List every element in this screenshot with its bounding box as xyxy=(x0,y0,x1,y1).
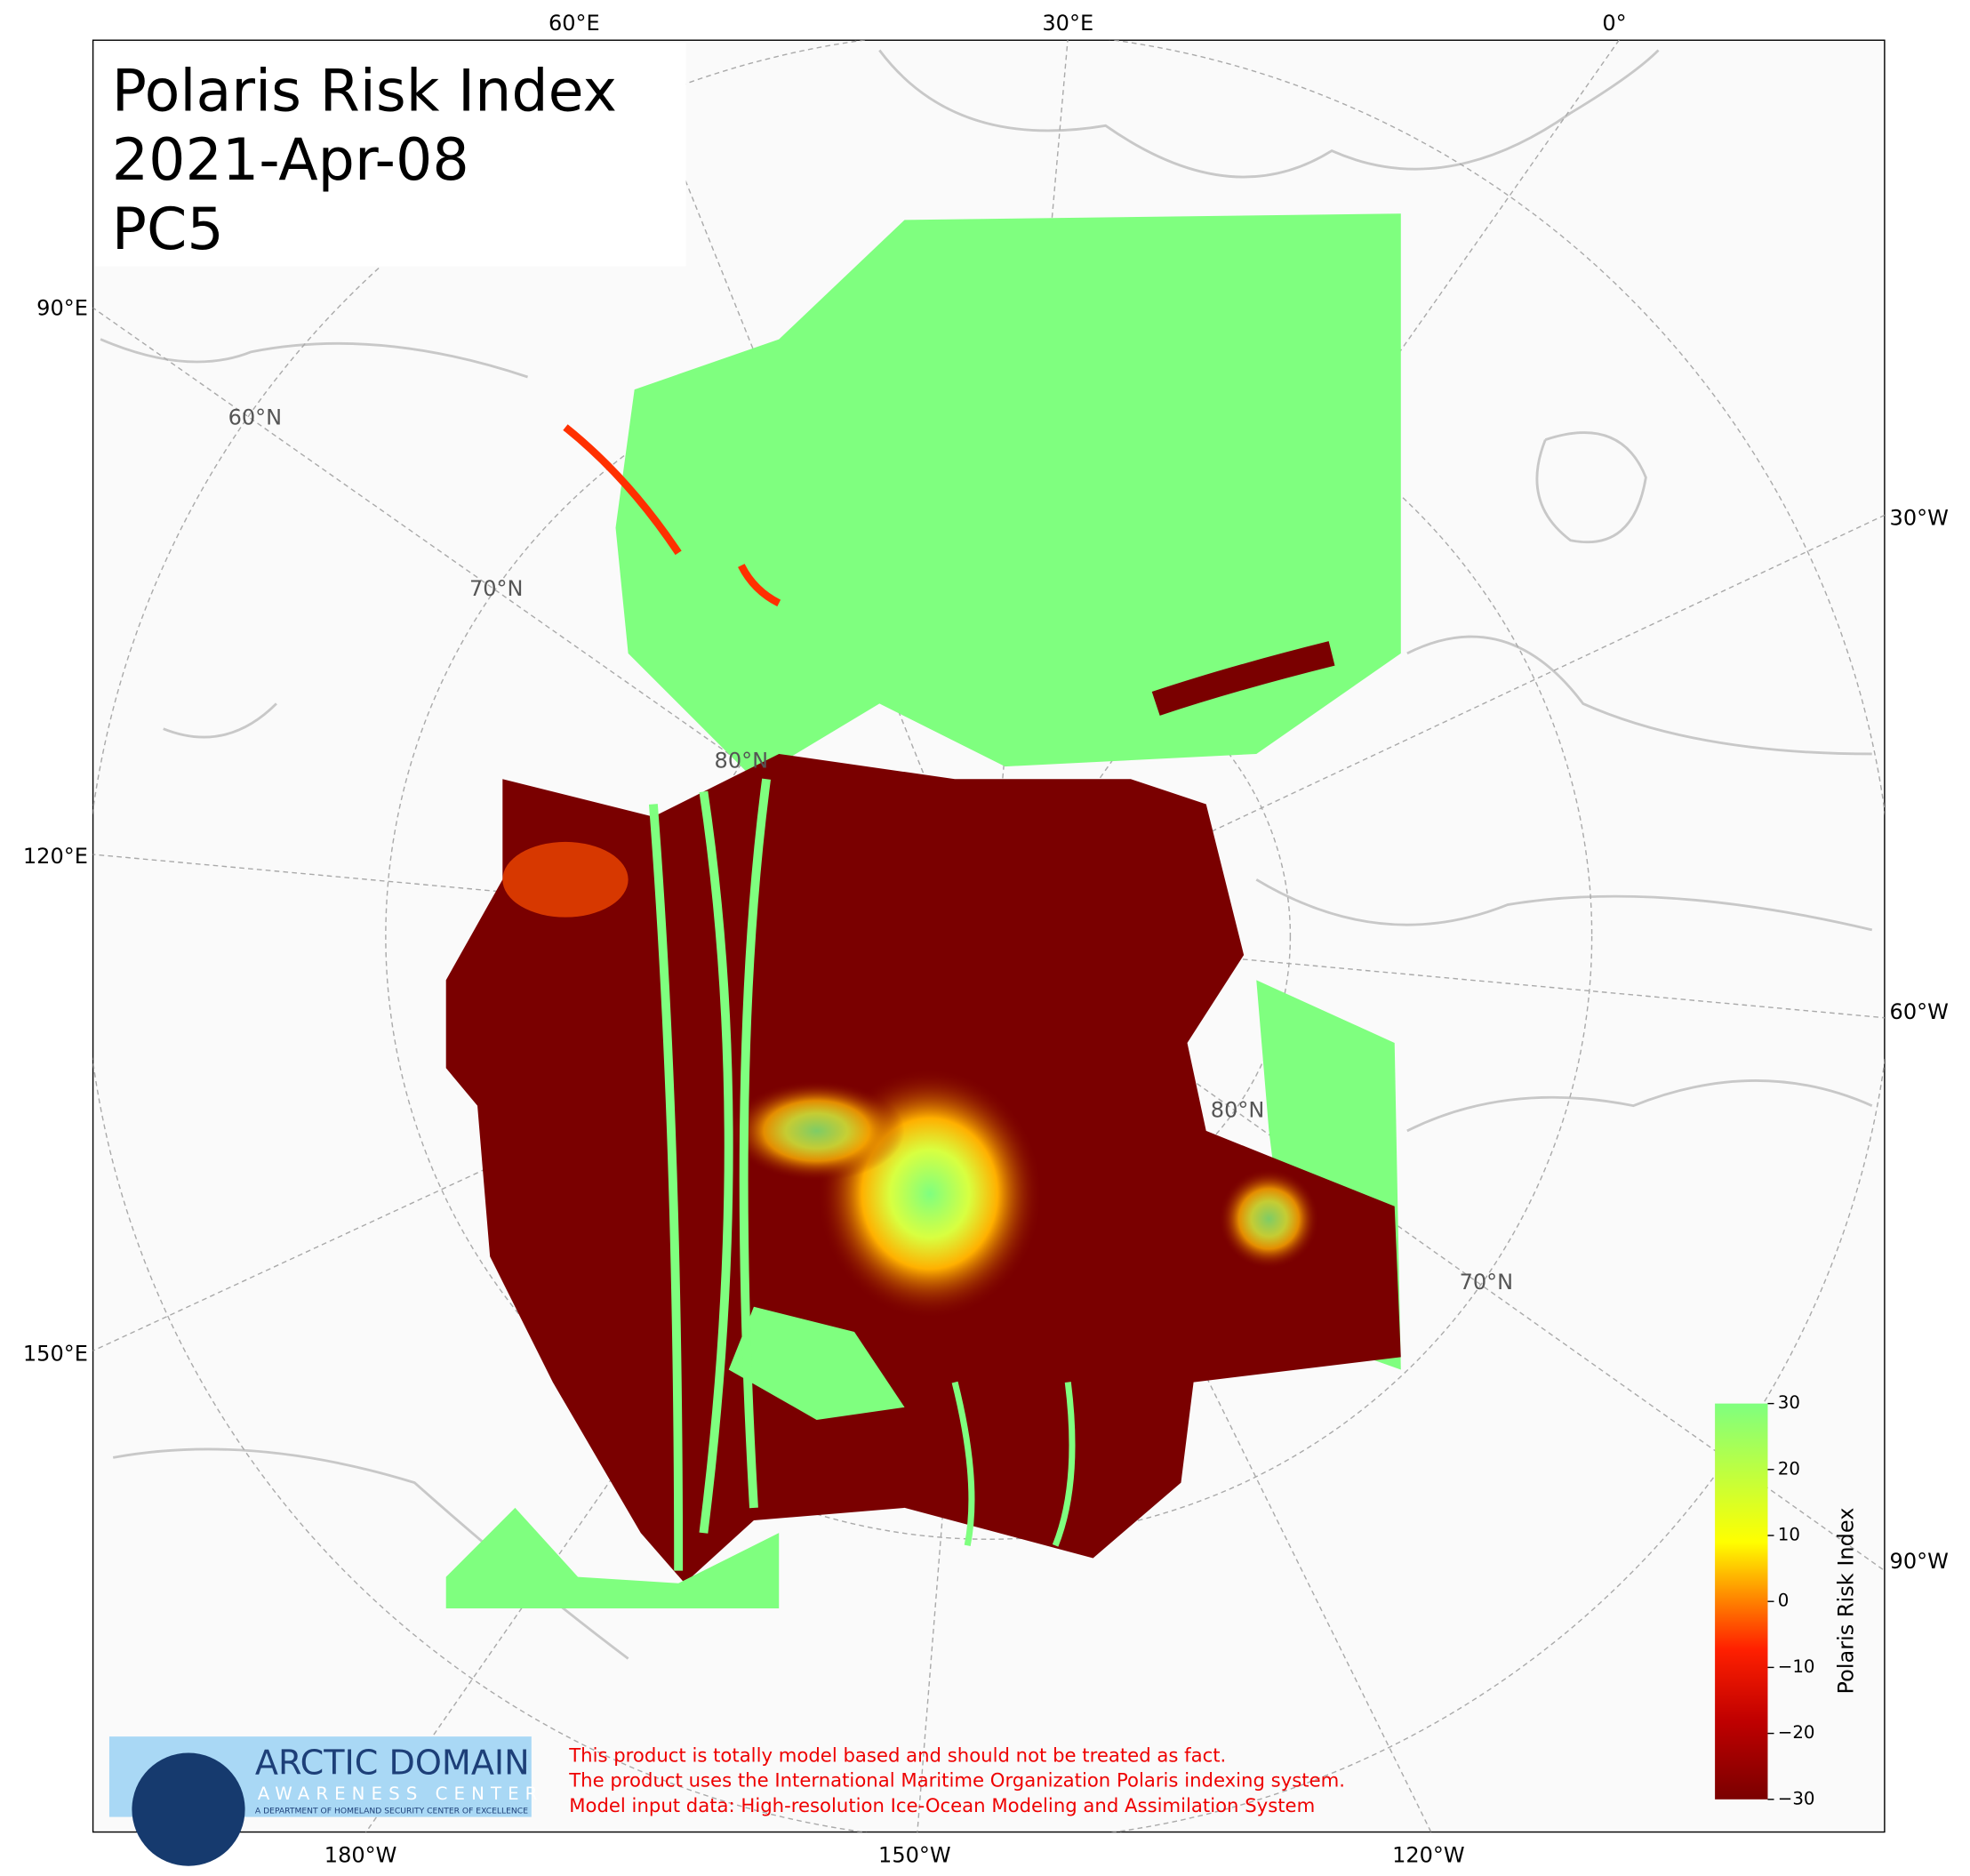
longitude-labels: 60°E 30°E 0° 180°W 150°W 120°W 90°E 120°… xyxy=(23,11,1949,1868)
lat-label: 70°N xyxy=(1460,1270,1514,1295)
lon-label: 150°E xyxy=(23,1342,88,1367)
lat-label: 80°N xyxy=(715,749,769,774)
lat-label: 60°N xyxy=(228,405,283,430)
colorbar-tick-label: −10 xyxy=(1778,1656,1815,1677)
lon-label: 0° xyxy=(1602,11,1626,36)
disclaimer-line: This product is totally model based and … xyxy=(568,1744,1226,1766)
lat-label: 80°N xyxy=(1211,1097,1265,1122)
colorbar-scale xyxy=(1715,1403,1768,1800)
disclaimer-line: The product uses the International Marit… xyxy=(568,1769,1345,1792)
lon-label: 150°W xyxy=(878,1842,951,1867)
logo-tagline: A DEPARTMENT OF HOMELAND SECURITY CENTER… xyxy=(255,1806,528,1816)
logo: ARCTIC DOMAIN AWARENESS CENTER A DEPARTM… xyxy=(108,1736,544,1866)
lon-label: 30°E xyxy=(1042,11,1093,36)
colorbar-label: Polaris Risk Index xyxy=(1834,1508,1859,1695)
colorbar-tick-label: −30 xyxy=(1778,1788,1815,1808)
disclaimer: This product is totally model based and … xyxy=(568,1744,1345,1816)
disclaimer-line: Model input data: High-resolution Ice-Oc… xyxy=(569,1794,1315,1816)
title-line: PC5 xyxy=(112,196,224,263)
risk-field xyxy=(445,213,1401,1608)
colorbar-tick-label: −20 xyxy=(1778,1722,1815,1743)
title-line: 2021-Apr-08 xyxy=(112,127,469,194)
logo-name: ARCTIC DOMAIN xyxy=(255,1744,530,1783)
lon-label: 120°W xyxy=(1392,1842,1465,1867)
lat-label: 70°N xyxy=(469,576,524,601)
title-background xyxy=(95,43,686,267)
colorbar-tick-label: 10 xyxy=(1778,1525,1800,1545)
lon-label: 90°W xyxy=(1890,1549,1949,1574)
lon-label: 180°W xyxy=(324,1842,397,1867)
colorbar: Polaris Risk Index −30 −20 −10 0 10 20 30 xyxy=(1715,1392,1859,1808)
logo-globe xyxy=(132,1752,245,1866)
title-block: Polaris Risk Index 2021-Apr-08 PC5 xyxy=(95,43,686,267)
title-line: Polaris Risk Index xyxy=(112,58,617,124)
latitude-labels: 60°N 70°N 80°N 80°N 70°N xyxy=(228,405,1514,1295)
colorbar-tick-label: 30 xyxy=(1778,1392,1800,1413)
lon-label: 60°W xyxy=(1890,999,1949,1024)
map-layer xyxy=(92,40,1885,1832)
colorbar-tick-label: 20 xyxy=(1778,1458,1800,1479)
lon-label: 120°E xyxy=(23,844,88,869)
logo-subname: AWARENESS CENTER xyxy=(258,1784,544,1804)
lon-label: 90°E xyxy=(36,296,88,321)
lon-label: 30°W xyxy=(1890,506,1949,531)
lon-label: 60°E xyxy=(549,11,600,36)
colorbar-tick-label: 0 xyxy=(1778,1591,1790,1611)
